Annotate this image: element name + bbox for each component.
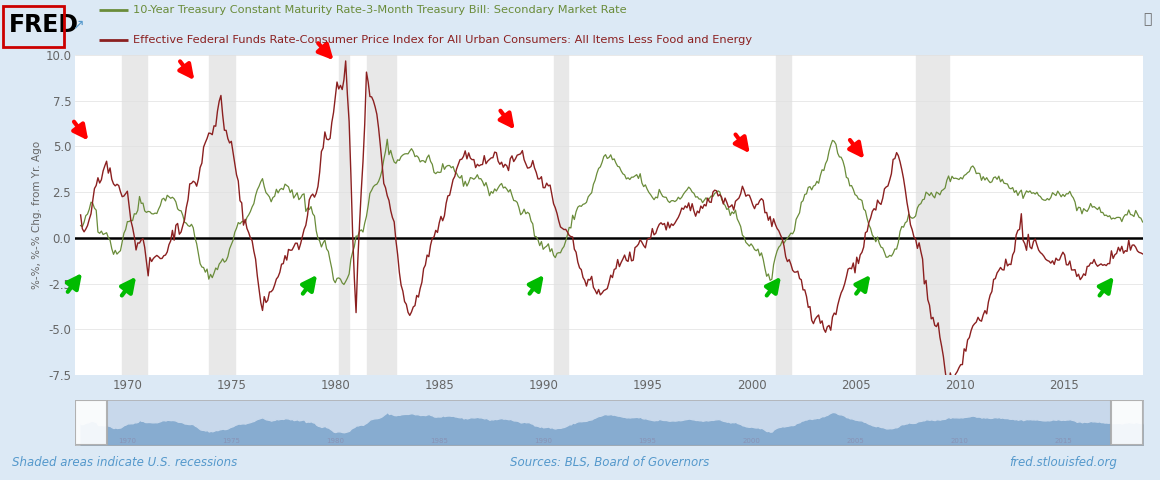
Text: FRED: FRED	[9, 13, 79, 37]
Text: 2015: 2015	[1054, 438, 1073, 444]
Text: 10-Year Treasury Constant Maturity Rate-3-Month Treasury Bill: Secondary Market : 10-Year Treasury Constant Maturity Rate-…	[133, 5, 628, 15]
Text: 1995: 1995	[632, 379, 662, 392]
Bar	[75, 400, 107, 445]
Text: 1980: 1980	[326, 438, 345, 444]
Bar	[367, 55, 397, 375]
Bar	[339, 55, 349, 375]
Bar	[1111, 400, 1143, 445]
Text: 2010: 2010	[950, 438, 969, 444]
Text: 2005: 2005	[841, 379, 870, 392]
Text: 1985: 1985	[425, 379, 455, 392]
Text: 1985: 1985	[430, 438, 449, 444]
Text: 1980: 1980	[320, 379, 350, 392]
Text: Shaded areas indicate U.S. recessions: Shaded areas indicate U.S. recessions	[12, 456, 237, 469]
Text: 2000: 2000	[742, 438, 761, 444]
Text: 2015: 2015	[1049, 379, 1079, 392]
Text: 1970: 1970	[118, 438, 137, 444]
Bar	[553, 55, 567, 375]
Text: Effective Federal Funds Rate-Consumer Price Index for All Urban Consumers: All I: Effective Federal Funds Rate-Consumer Pr…	[133, 35, 753, 45]
Text: 2005: 2005	[847, 438, 864, 444]
Text: 1970: 1970	[113, 379, 143, 392]
Bar	[122, 55, 146, 375]
Text: 1975: 1975	[217, 379, 246, 392]
Y-axis label: %-%, %-% Chg. from Yr. Ago: %-%, %-% Chg. from Yr. Ago	[32, 141, 43, 289]
Text: ⛶: ⛶	[1144, 12, 1152, 26]
Bar	[916, 55, 949, 375]
Text: 2010: 2010	[944, 379, 974, 392]
Text: fred.stlouisfed.org: fred.stlouisfed.org	[1009, 456, 1117, 469]
Bar	[209, 55, 235, 375]
Text: 1975: 1975	[223, 438, 240, 444]
Text: Sources: BLS, Board of Governors: Sources: BLS, Board of Governors	[510, 456, 710, 469]
Bar	[776, 55, 791, 375]
Text: 1995: 1995	[638, 438, 657, 444]
Text: ↗: ↗	[72, 18, 84, 32]
Text: 1990: 1990	[529, 379, 558, 392]
Text: 2000: 2000	[737, 379, 767, 392]
Text: 1990: 1990	[535, 438, 552, 444]
